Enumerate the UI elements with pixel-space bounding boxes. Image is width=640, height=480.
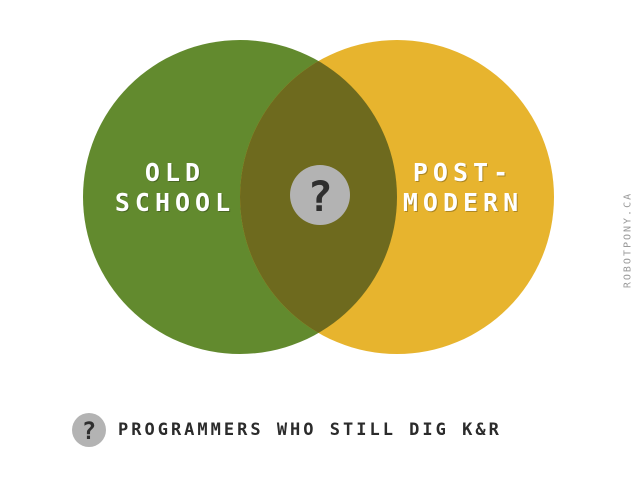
- credit-watermark: ROBOTPONY.CA: [622, 191, 634, 289]
- legend-marker: ?: [82, 417, 96, 445]
- old-school-line-1: OLD: [144, 158, 206, 187]
- post-modern-line-2: MODERN: [402, 188, 524, 217]
- old-school-line-2: SCHOOL: [114, 188, 236, 217]
- legend: ? PROGRAMMERS WHO STILL DIG K&R: [72, 412, 502, 448]
- legend-text: PROGRAMMERS WHO STILL DIG K&R: [118, 420, 502, 440]
- post-modern-label: POST- MODERN: [388, 158, 538, 218]
- question-mark-icon: ?: [290, 165, 350, 225]
- post-modern-line-1: POST-: [412, 158, 514, 187]
- old-school-label: OLD SCHOOL: [100, 158, 250, 218]
- intersection-region: [240, 40, 397, 354]
- intersection-marker: ?: [307, 172, 332, 221]
- legend-question-icon: ?: [72, 413, 106, 447]
